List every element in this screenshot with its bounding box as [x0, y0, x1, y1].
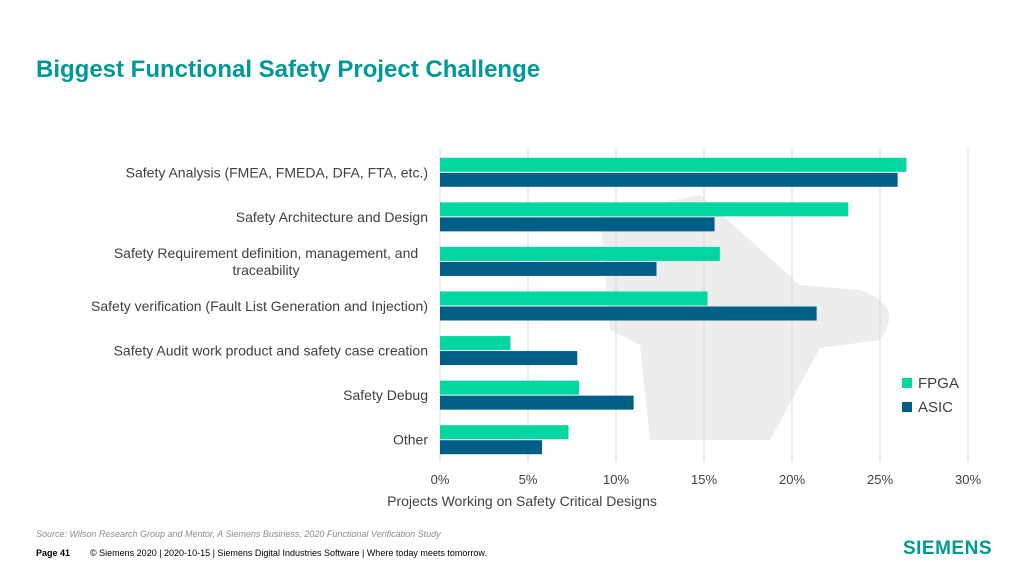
bar-asic-5 [440, 395, 634, 410]
bar-asic-1 [440, 217, 715, 232]
category-label-0: Safety Analysis (FMEA, FMEDA, DFA, FTA, … [126, 164, 428, 180]
bar-fpga-5 [440, 380, 580, 395]
category-label-5-line-0: Safety Debug [343, 387, 428, 403]
source-note: Source: Wilson Research Group and Mentor… [36, 529, 441, 539]
category-label-1-line-0: Safety Architecture and Design [236, 209, 428, 225]
bar-fpga-6 [440, 425, 569, 440]
category-label-0-line-0: Safety Analysis (FMEA, FMEDA, DFA, FTA, … [126, 164, 428, 180]
category-label-2-line-1: traceability [233, 262, 300, 278]
chart-legend: FPGA ASIC [902, 375, 959, 416]
category-label-2: Safety Requirement definition, managemen… [114, 245, 418, 278]
x-axis-title: Projects Working on Safety Critical Desi… [387, 493, 657, 509]
slide-title: Biggest Functional Safety Project Challe… [36, 56, 541, 83]
category-label-6-line-0: Other [393, 432, 428, 448]
bar-asic-0 [440, 172, 898, 187]
category-label-2-line-0: Safety Requirement definition, managemen… [114, 245, 418, 261]
x-tick-label-1: 5% [519, 472, 538, 487]
x-tick-label-2: 10% [603, 472, 629, 487]
bar-asic-3 [440, 306, 817, 321]
category-label-1: Safety Architecture and Design [236, 209, 428, 225]
category-label-4-line-0: Safety Audit work product and safety cas… [114, 343, 428, 359]
x-tick-label-0: 0% [431, 472, 450, 487]
x-axis-ticks: 0% 5% 10% 15% 20% 25% 30% [431, 472, 982, 487]
category-label-4: Safety Audit work product and safety cas… [114, 343, 428, 359]
bar-asic-4 [440, 351, 578, 366]
x-tick-label-3: 15% [691, 472, 717, 487]
x-tick-label-5: 25% [867, 472, 893, 487]
legend-label-asic: ASIC [918, 399, 953, 416]
bar-fpga-4 [440, 336, 511, 351]
category-label-3-line-0: Safety verification (Fault List Generati… [91, 298, 428, 314]
legend-swatch-fpga [902, 378, 912, 388]
bar-asic-6 [440, 440, 543, 455]
category-labels: Safety Analysis (FMEA, FMEDA, DFA, FTA, … [91, 164, 428, 447]
bar-fpga-0 [440, 157, 907, 172]
x-tick-label-4: 20% [779, 472, 805, 487]
category-label-5: Safety Debug [343, 387, 428, 403]
legend-label-fpga: FPGA [918, 375, 959, 392]
chart-gridlines [439, 150, 969, 462]
bar-fpga-3 [440, 291, 708, 306]
chart-bars [440, 157, 907, 455]
footer: Page 41 © Siemens 2020 | 2020-10-15 | Sie… [36, 548, 487, 558]
x-tick-label-6: 30% [955, 472, 981, 487]
siemens-logo: SIEMENS [902, 538, 992, 559]
bar-asic-2 [440, 261, 657, 276]
page-number: Page 41 [36, 548, 71, 558]
category-label-6: Other [393, 432, 428, 448]
legend-swatch-asic [902, 402, 912, 412]
category-label-3: Safety verification (Fault List Generati… [91, 298, 428, 314]
bar-fpga-2 [440, 246, 720, 261]
bar-fpga-1 [440, 202, 849, 217]
footer-text: © Siemens 2020 | 2020-10-15 | Siemens Di… [90, 548, 487, 558]
